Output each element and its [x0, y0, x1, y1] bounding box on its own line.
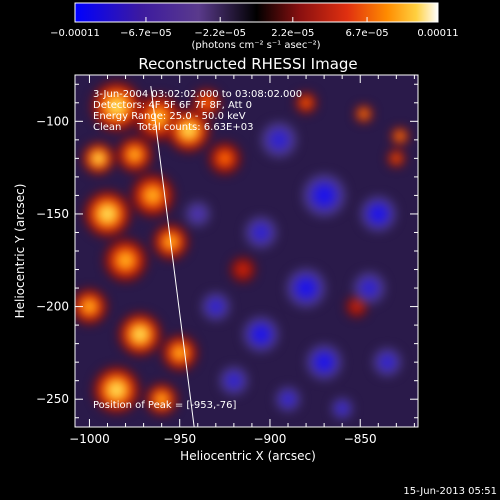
heatmap-blob: [84, 190, 131, 238]
heatmap-contour: [337, 403, 347, 414]
y-tick-label: −150: [36, 207, 69, 221]
heatmap-contour: [372, 207, 385, 220]
heatmap-contour: [173, 346, 186, 359]
heatmap-blob: [152, 223, 189, 260]
x-tick-label: −1000: [69, 432, 110, 446]
heatmap-contour: [156, 393, 168, 405]
heatmap-blob: [353, 271, 386, 305]
heatmap-contour: [118, 253, 133, 268]
heatmap-blob: [82, 142, 115, 175]
colorbar-tick-label: 0.00011: [417, 28, 458, 39]
heatmap-blob: [118, 312, 162, 357]
x-tick-label: −900: [253, 432, 286, 446]
colorbar-tick-label: 6.7e−05: [345, 28, 388, 39]
heatmap-blob: [331, 397, 354, 420]
heatmap-contour: [360, 110, 367, 117]
heatmap-blob: [208, 142, 242, 175]
heatmap-contour: [190, 206, 206, 222]
heatmap-blob: [390, 127, 409, 146]
heatmap-blob: [286, 268, 326, 308]
heatmap-blob: [295, 91, 317, 114]
annotation-clean-counts: Clean Total counts: 6.63E+03: [93, 122, 253, 133]
heatmap-contour: [350, 300, 364, 314]
colorbar-tick-label: −0.00011: [50, 28, 100, 39]
colorbar: [75, 3, 438, 22]
peak-position-label: Position of Peak = [-953,-76]: [93, 400, 237, 411]
annotation-time-range: 3-Jun-2004 03:02:02.000 to 03:08:02.000: [93, 89, 302, 100]
heatmap-blob: [93, 366, 140, 414]
heatmap-contour: [362, 281, 377, 296]
heatmap-contour: [109, 99, 124, 114]
heatmap-contour: [318, 356, 331, 369]
x-tick-label: −950: [163, 432, 196, 446]
heatmap-contour: [145, 188, 160, 203]
heatmap-contour: [235, 261, 251, 278]
heatmap-contour: [253, 225, 268, 240]
heatmap-blob: [103, 238, 148, 282]
axis-ticks: −1000 −950 −900 −850 −100 −150 −200 −250: [36, 75, 418, 446]
x-tick-label: −850: [344, 432, 377, 446]
colorbar-tick-label: 2.2e−05: [271, 28, 314, 39]
heatmap-contour: [134, 328, 146, 341]
heatmap-blob: [167, 108, 211, 153]
heatmap-blob: [306, 344, 343, 381]
heatmap-blob: [242, 316, 279, 353]
heatmap-blob: [275, 386, 301, 412]
heatmap: [75, 81, 409, 420]
heatmap-contour: [271, 132, 287, 148]
solar-limb-line: [150, 86, 195, 427]
heatmap-contour: [209, 300, 223, 313]
heatmap-contour: [392, 154, 401, 163]
heatmap-blob: [244, 216, 278, 249]
annotation-detectors: Detectors: 4F 5F 6F 7F 8F, Att 0: [93, 100, 252, 111]
heatmap-blob: [302, 173, 346, 218]
y-tick-label: −200: [36, 300, 69, 314]
y-tick-label: −250: [36, 392, 69, 406]
heatmap-blob: [230, 256, 256, 283]
heatmap-contour: [110, 383, 123, 397]
heatmap-blob: [161, 334, 198, 371]
heatmap-contour: [101, 207, 114, 221]
heatmap-blob: [360, 195, 397, 232]
heatmap-contour: [282, 393, 294, 405]
colorbar-tick-label: −2.2e−05: [194, 28, 246, 39]
heatmap-blob: [192, 88, 222, 118]
colorbar-frame: [74, 2, 439, 23]
colorbar-tick-label: −6.7e−05: [120, 28, 172, 39]
chart-title: Reconstructed RHESSI Image: [138, 55, 357, 73]
heatmap-blob: [75, 288, 108, 325]
heatmap-contour: [128, 148, 141, 161]
heatmap-blob: [145, 382, 178, 416]
heatmap-contour: [94, 153, 103, 163]
y-tick-label: −100: [36, 114, 69, 128]
heatmap-contour: [299, 281, 313, 295]
heatmap-blob: [201, 292, 231, 322]
heatmap-contour: [217, 151, 232, 166]
heatmap-contour: [182, 124, 195, 137]
heatmap-blob: [185, 201, 211, 227]
y-axis-label: Heliocentric Y (arcsec): [13, 184, 27, 319]
heatmap-contour: [396, 133, 403, 140]
annotation-energy-range: Energy Range: 25.0 - 50.0 keV: [93, 111, 246, 122]
heatmap-blob: [91, 81, 142, 132]
heatmap-blob: [372, 347, 402, 377]
heatmap-contour: [316, 188, 332, 203]
heatmap-blob: [116, 136, 153, 173]
heatmap-contour: [227, 374, 241, 387]
heatmap-blob: [260, 121, 298, 158]
heatmap-blob: [354, 104, 373, 123]
heatmap-contour: [83, 300, 96, 313]
heatmap-blob: [130, 173, 175, 218]
colorbar-units: (photons cm⁻² s⁻¹ asec⁻²): [191, 40, 320, 51]
footer-date: 15-Jun-2013 05:51: [403, 486, 497, 497]
heatmap-contour: [301, 98, 311, 108]
heatmap-blob: [219, 366, 249, 396]
heatmap-contour: [381, 355, 394, 369]
heatmap-blob: [387, 149, 406, 168]
heatmap-contour: [254, 328, 267, 341]
heatmap-contour: [200, 96, 213, 109]
x-axis-label: Heliocentric X (arcsec): [180, 449, 316, 463]
colorbar-ticks: −0.00011 −6.7e−05 −2.2e−05 2.2e−05 6.7e−05 0.…: [50, 17, 459, 39]
